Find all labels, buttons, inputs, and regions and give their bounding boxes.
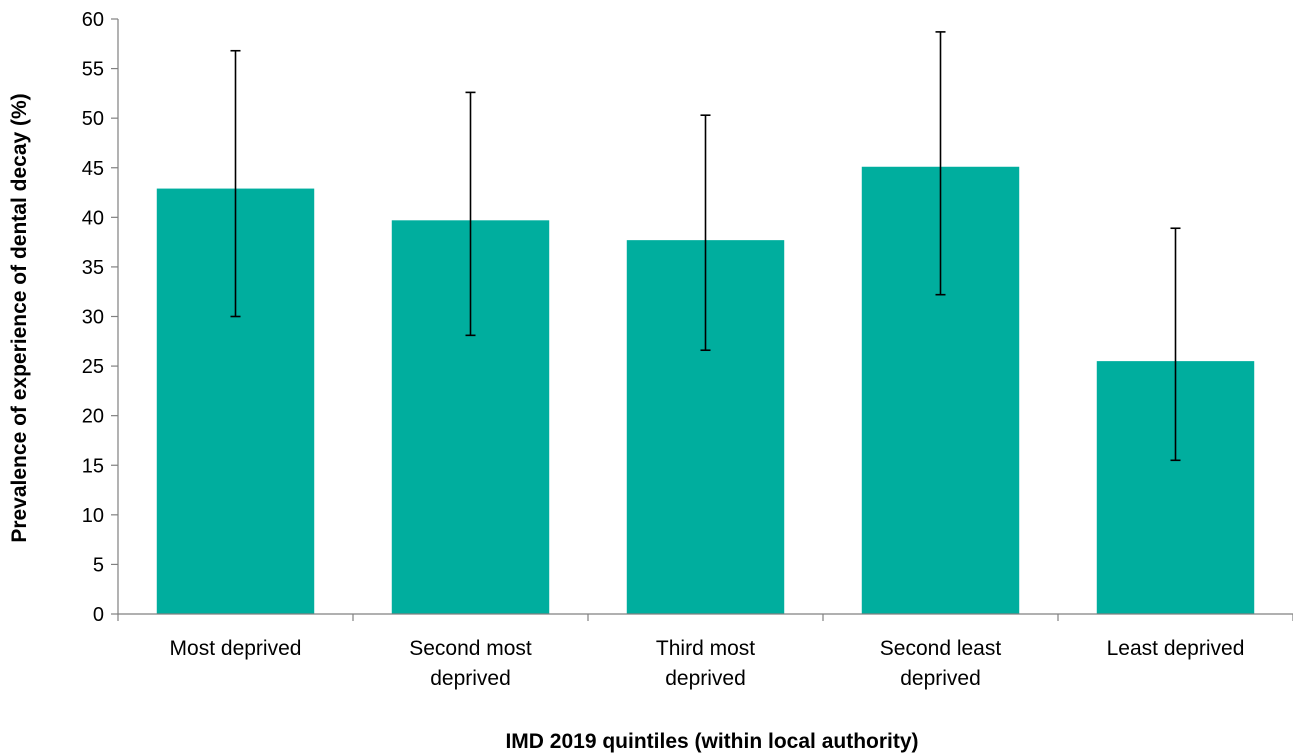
y-tick-label: 30 xyxy=(82,307,104,329)
y-tick-label: 15 xyxy=(82,455,104,477)
y-tick-label: 5 xyxy=(93,554,104,576)
x-axis-title: IMD 2019 quintiles (within local authori… xyxy=(505,730,918,753)
y-tick-label: 55 xyxy=(82,59,104,81)
x-category-label-line: deprived xyxy=(430,667,511,690)
x-category-label: Least deprived xyxy=(1107,637,1245,660)
y-tick-label: 45 xyxy=(82,158,104,180)
x-category-label-line: Second least xyxy=(880,637,1002,660)
y-axis-title: Prevalence of experience of dental decay… xyxy=(8,93,31,542)
y-tick-label: 60 xyxy=(82,9,104,31)
y-tick-label: 0 xyxy=(93,604,104,626)
y-tick-label: 35 xyxy=(82,257,104,279)
y-tick-label: 20 xyxy=(82,406,104,428)
y-tick-label: 10 xyxy=(82,505,104,527)
y-tick-label: 40 xyxy=(82,207,104,229)
x-category-label-line: deprived xyxy=(665,667,746,690)
x-category-label-line: deprived xyxy=(900,667,981,690)
x-category-label-line: Least deprived xyxy=(1107,637,1245,660)
y-tick-label: 50 xyxy=(82,108,104,130)
y-axis-ticks: 0 5 10 15 20 25 30 35 40 45 50 55 60 xyxy=(82,9,118,626)
error-bars-group xyxy=(230,31,1181,462)
x-category-label: Second most deprived xyxy=(409,637,532,690)
x-category-label: Third most deprived xyxy=(656,637,755,690)
x-category-label-line: Most deprived xyxy=(170,637,302,660)
x-category-label: Most deprived xyxy=(170,637,302,660)
y-tick-label: 25 xyxy=(82,356,104,378)
x-category-label: Second least deprived xyxy=(880,637,1002,690)
x-category-label-line: Second most xyxy=(409,637,532,660)
x-category-label-line: Third most xyxy=(656,637,755,660)
